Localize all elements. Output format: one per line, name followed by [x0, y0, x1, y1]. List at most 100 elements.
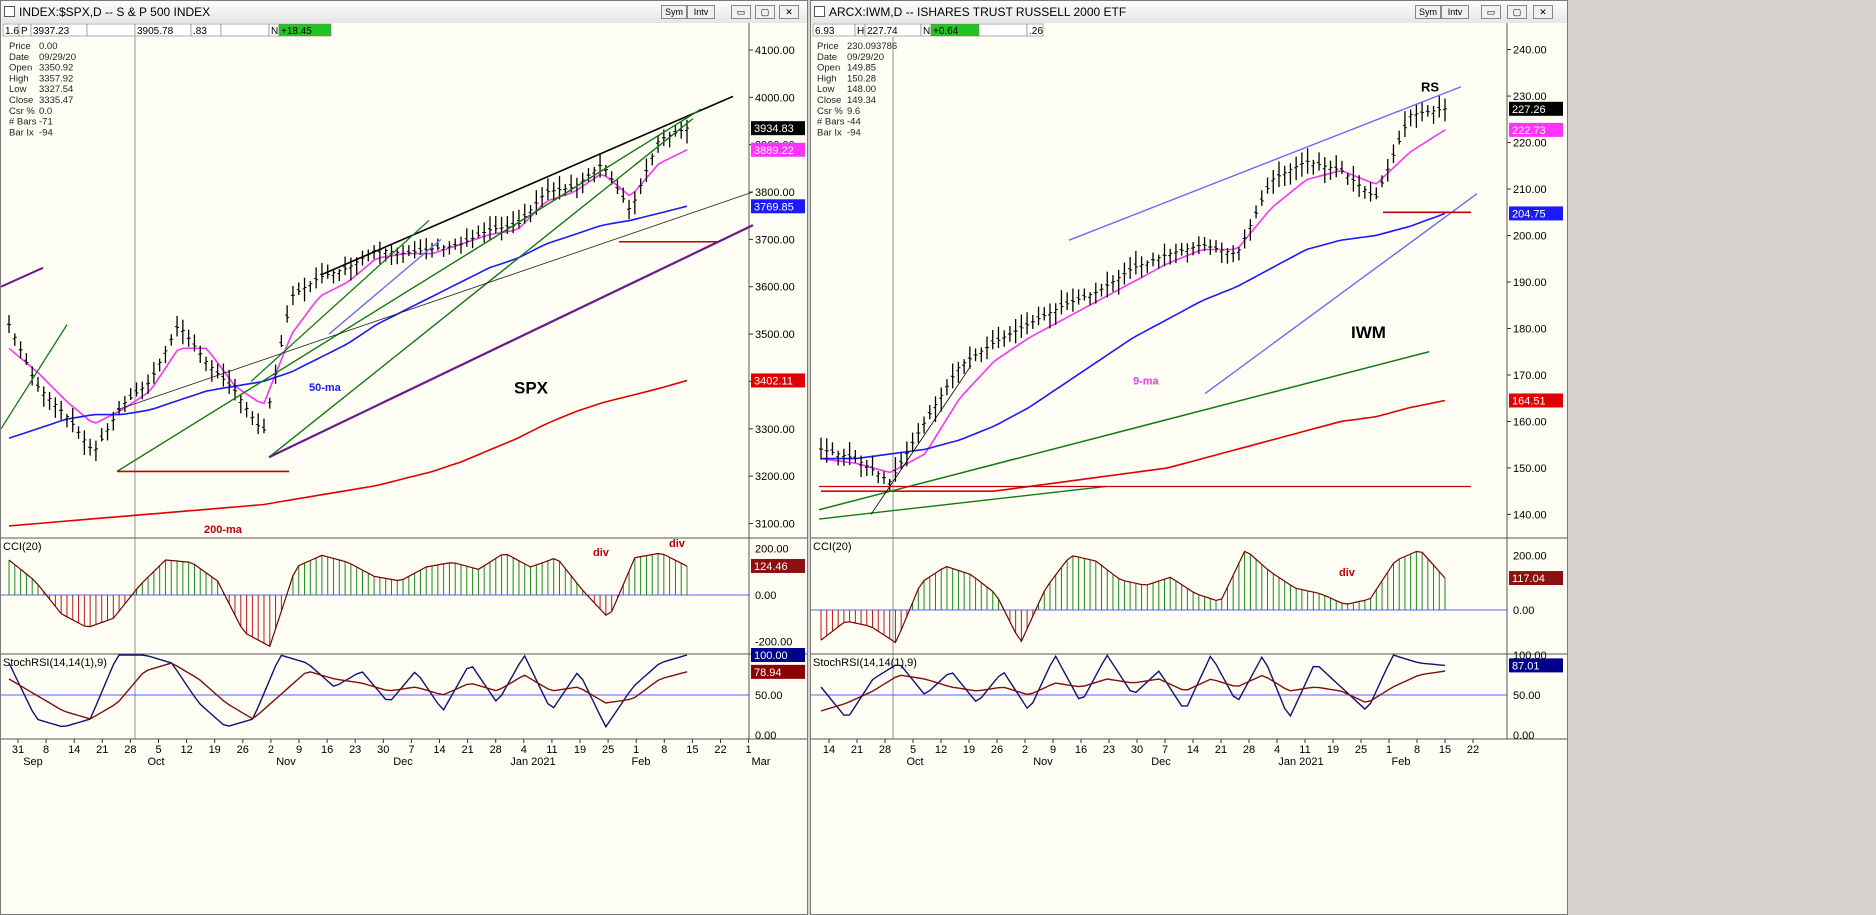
trendline — [268, 118, 694, 458]
cci-badge — [751, 558, 805, 573]
iwm-window-title: ARCX:IWM,D -- ISHARES TRUST RUSSELL 2000… — [829, 5, 1127, 19]
x-day-label: 21 — [1215, 744, 1227, 756]
info-label: Price — [817, 41, 839, 52]
minimize-button[interactable]: ▭ — [1481, 5, 1501, 19]
info-value: 09/29/20 — [39, 52, 76, 63]
trendline — [268, 224, 754, 459]
div-annotation: div — [1339, 567, 1356, 579]
x-day-label: 14 — [823, 744, 835, 756]
iwm-chart-window: ARCX:IWM,D -- ISHARES TRUST RUSSELL 2000… — [810, 0, 1568, 915]
price-badge-text: 3402.11 — [754, 375, 793, 387]
price-tick-label: 210.00 — [1513, 184, 1547, 196]
price-badge-text: 3889.22 — [754, 145, 794, 157]
price-badge — [1509, 101, 1563, 116]
restore-button[interactable]: ▢ — [1507, 5, 1527, 19]
info-value: 3335.47 — [39, 95, 73, 106]
header-field — [978, 23, 1028, 37]
x-month-label: Feb — [1392, 756, 1411, 768]
price-tick-label: 160.00 — [1513, 416, 1547, 428]
info-label: Csr % — [9, 106, 35, 117]
chart-annotation: 200-ma — [204, 524, 243, 536]
x-day-label: 8 — [43, 744, 49, 756]
header-field-text: N — [271, 26, 278, 37]
trendline — [870, 365, 972, 515]
price-badge — [1509, 393, 1563, 408]
price-tick-label: 240.00 — [1513, 45, 1547, 57]
sym-button[interactable]: Sym — [661, 5, 687, 19]
chart-annotation: IWM — [1351, 323, 1386, 342]
price-badge-text: 222.73 — [1512, 125, 1546, 137]
info-value: -94 — [39, 127, 53, 138]
x-day-label: 26 — [237, 744, 249, 756]
stoch-tick-label: 0.00 — [1513, 730, 1534, 742]
x-day-label: 14 — [1187, 744, 1199, 756]
chart-background — [811, 23, 1567, 914]
trendline — [1204, 193, 1478, 395]
cci-line — [8, 552, 688, 648]
x-day-label: 8 — [1414, 744, 1420, 756]
price-tick-label: 4000.00 — [755, 92, 795, 104]
trendline — [818, 350, 1430, 511]
x-day-label: 5 — [155, 744, 161, 756]
info-value: -94 — [847, 127, 861, 138]
price-tick-label: 3500.00 — [755, 329, 795, 341]
info-value: 150.28 — [847, 73, 876, 84]
info-value: 9.6 — [847, 106, 860, 117]
ma-line-200-ma — [821, 399, 1446, 492]
x-day-label: 23 — [349, 744, 361, 756]
minimize-button[interactable]: ▭ — [731, 5, 751, 19]
info-label: # Bars — [9, 117, 37, 128]
x-day-label: 23 — [1103, 744, 1115, 756]
info-label: # Bars — [817, 117, 845, 128]
price-tick-label: 150.00 — [1513, 463, 1547, 475]
x-month-label: Oct — [147, 756, 164, 768]
stoch-fast-line — [820, 654, 1446, 718]
header-field — [220, 23, 270, 37]
x-month-label: Oct — [906, 756, 923, 768]
stoch-badge-text: 87.01 — [1512, 660, 1540, 672]
restore-button[interactable]: ▢ — [755, 5, 775, 19]
trendline — [116, 191, 754, 411]
price-tick-label: 170.00 — [1513, 370, 1547, 382]
trendline — [116, 108, 702, 473]
trendline — [1, 324, 68, 430]
ma-line-50-ma — [8, 205, 688, 440]
chart-app-icon — [4, 6, 15, 17]
stoch-badge-text: 78.94 — [754, 667, 782, 679]
header-field — [86, 23, 136, 37]
x-day-label: 14 — [433, 744, 445, 756]
x-day-label: 28 — [1243, 744, 1255, 756]
info-label: Low — [817, 84, 835, 95]
x-day-label: 19 — [1327, 744, 1339, 756]
x-month-label: Jan 2021 — [1278, 756, 1323, 768]
iwm-title-bar[interactable]: ARCX:IWM,D -- ISHARES TRUST RUSSELL 2000… — [811, 1, 1567, 24]
info-value: 148.00 — [847, 84, 876, 95]
info-label: Date — [9, 52, 29, 63]
trendline — [250, 219, 430, 382]
x-day-label: 21 — [96, 744, 108, 756]
x-day-label: 31 — [12, 744, 24, 756]
header-field-text: H — [857, 26, 864, 37]
intv-button[interactable]: Intv — [1441, 5, 1469, 19]
info-value: 230.093786 — [847, 41, 897, 52]
stoch-tick-label: 50.00 — [755, 690, 783, 702]
cci-badge — [1509, 571, 1563, 586]
header-field-text: 3937.23 — [33, 26, 70, 37]
spx-title-bar[interactable]: INDEX:$SPX,D -- S & P 500 INDEX Sym Intv… — [1, 1, 807, 24]
header-field-text: +0.64 — [933, 26, 959, 37]
ma-line-9-ma — [820, 129, 1446, 474]
price-tick-label: 190.00 — [1513, 277, 1547, 289]
intv-button[interactable]: Intv — [687, 5, 715, 19]
stoch-badge — [1509, 658, 1563, 673]
info-label: Csr % — [817, 106, 843, 117]
cci-title: CCI(20) — [813, 541, 852, 553]
stoch-badge — [751, 648, 805, 662]
close-button[interactable]: ✕ — [1533, 5, 1553, 19]
x-day-label: 28 — [490, 744, 502, 756]
info-label: Date — [817, 52, 837, 63]
x-day-label: 15 — [1439, 744, 1451, 756]
close-button[interactable]: ✕ — [779, 5, 799, 19]
sym-button[interactable]: Sym — [1415, 5, 1441, 19]
price-tick-label: 4100.00 — [755, 45, 795, 57]
header-field-text: .83 — [193, 26, 207, 37]
